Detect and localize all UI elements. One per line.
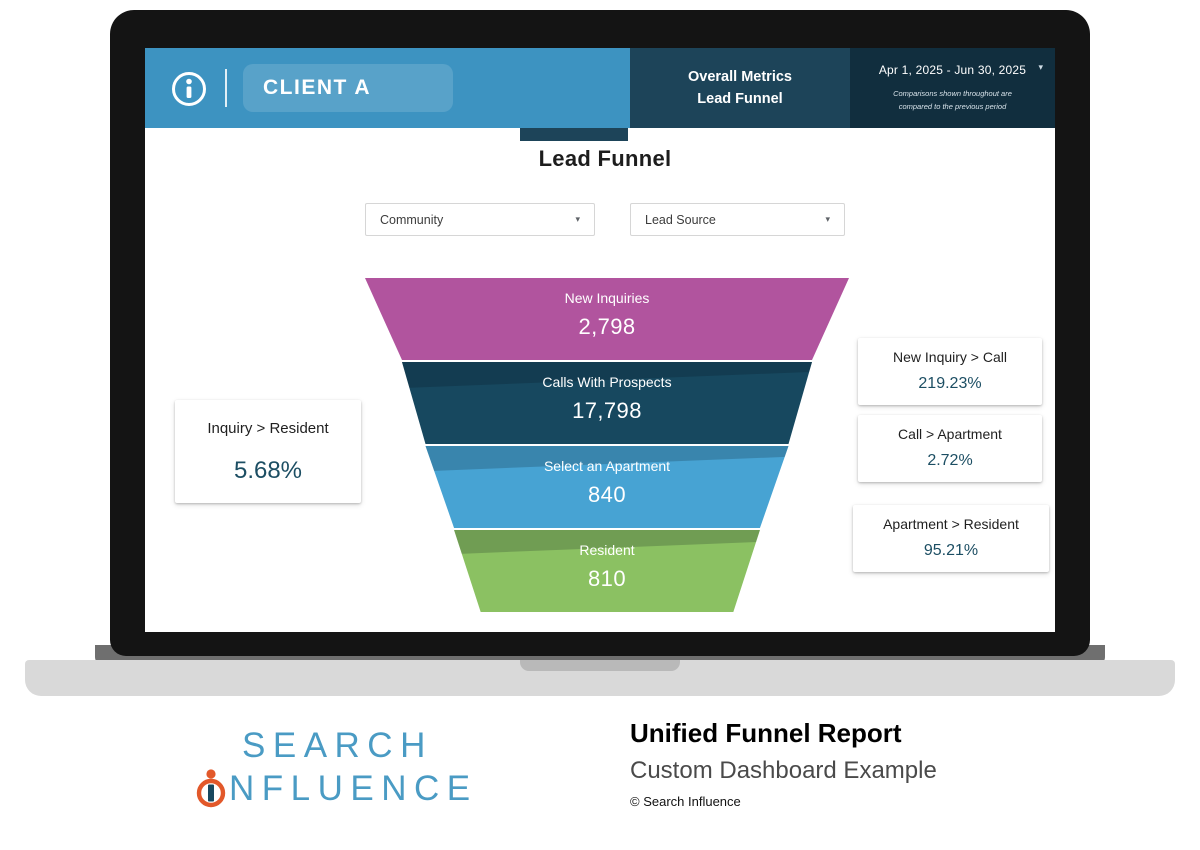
laptop-bezel — [110, 10, 1090, 656]
logo-word-search: SEARCH — [242, 726, 433, 765]
laptop-base-notch — [520, 660, 680, 671]
influence-i-icon — [196, 769, 226, 808]
caption-area: SEARCH NFLUENCE Unified Funnel Report Cu… — [0, 712, 1200, 842]
report-title: Unified Funnel Report — [630, 718, 902, 748]
search-influence-logo: SEARCH NFLUENCE — [196, 726, 478, 809]
report-subtitle: Custom Dashboard Example — [630, 757, 937, 784]
caption-text-block: Unified Funnel Report Custom Dashboard E… — [630, 718, 937, 809]
copyright-text: © Search Influence — [630, 794, 741, 809]
logo-word-influence-text: NFLUENCE — [229, 769, 478, 808]
logo-word-influence: NFLUENCE — [196, 767, 478, 809]
